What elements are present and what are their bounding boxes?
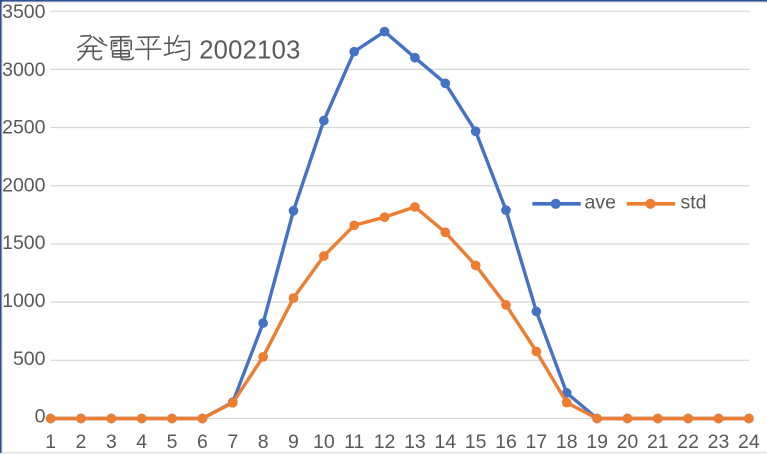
svg-text:1000: 1000 — [2, 290, 46, 312]
svg-text:ave: ave — [585, 192, 616, 214]
svg-text:2500: 2500 — [2, 117, 46, 139]
svg-text:2000: 2000 — [2, 174, 46, 196]
svg-text:18: 18 — [556, 431, 578, 453]
svg-text:20: 20 — [617, 431, 639, 453]
svg-text:500: 500 — [13, 348, 46, 370]
svg-text:3: 3 — [106, 431, 117, 453]
svg-text:9: 9 — [288, 431, 299, 453]
svg-text:16: 16 — [495, 431, 517, 453]
svg-text:2: 2 — [76, 431, 87, 453]
svg-text:15: 15 — [465, 431, 487, 453]
svg-text:11: 11 — [344, 431, 364, 453]
svg-text:24: 24 — [738, 431, 760, 453]
svg-text:4: 4 — [136, 431, 147, 453]
svg-text:1500: 1500 — [2, 232, 46, 254]
svg-text:3000: 3000 — [2, 59, 46, 81]
svg-text:3500: 3500 — [2, 1, 46, 23]
svg-text:7: 7 — [227, 431, 238, 453]
svg-text:22: 22 — [677, 431, 699, 453]
svg-text:14: 14 — [434, 431, 456, 453]
svg-text:13: 13 — [404, 431, 426, 453]
svg-text:1: 1 — [45, 431, 56, 453]
svg-text:0: 0 — [35, 406, 46, 428]
svg-text:5: 5 — [167, 431, 178, 453]
svg-text:6: 6 — [197, 431, 208, 453]
svg-text:17: 17 — [526, 431, 548, 453]
svg-text:12: 12 — [374, 431, 396, 453]
svg-text:23: 23 — [708, 431, 730, 453]
svg-text:19: 19 — [586, 431, 608, 453]
svg-text:8: 8 — [258, 431, 269, 453]
svg-text:2002103: 2002103 — [199, 37, 300, 65]
svg-text:21: 21 — [647, 431, 669, 453]
svg-text:10: 10 — [313, 431, 335, 453]
svg-text:std: std — [681, 192, 707, 214]
